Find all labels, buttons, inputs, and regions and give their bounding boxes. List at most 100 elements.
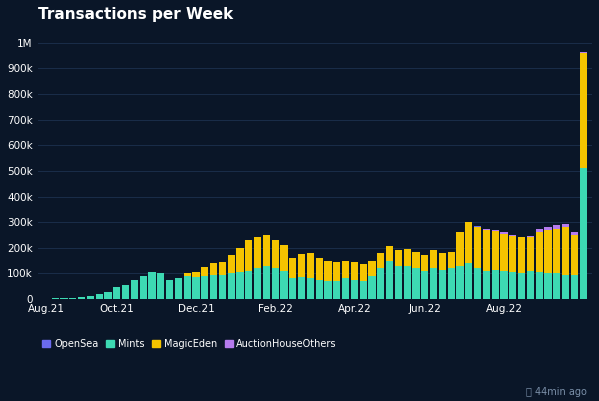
Bar	[263, 265, 270, 299]
Bar	[333, 262, 340, 281]
Bar	[562, 227, 569, 275]
Bar	[245, 271, 252, 299]
Bar	[183, 273, 191, 276]
Bar	[439, 269, 446, 299]
Bar	[157, 273, 164, 299]
Bar	[500, 234, 507, 271]
Bar	[386, 247, 393, 261]
Bar	[342, 261, 349, 278]
Bar	[395, 250, 402, 265]
Bar	[52, 298, 59, 299]
Bar	[333, 281, 340, 299]
Bar	[536, 232, 543, 272]
Bar	[280, 271, 288, 299]
Bar	[395, 265, 402, 299]
Bar	[465, 263, 473, 299]
Bar	[413, 268, 420, 299]
Bar	[87, 296, 94, 299]
Bar	[562, 275, 569, 299]
Bar	[280, 245, 288, 271]
Bar	[237, 248, 244, 272]
Bar	[492, 231, 499, 269]
Bar	[527, 237, 534, 271]
Bar	[377, 253, 385, 268]
Bar	[518, 237, 525, 273]
Bar	[571, 275, 578, 299]
Bar	[483, 229, 490, 230]
Bar	[580, 168, 587, 299]
Bar	[271, 240, 279, 268]
Bar	[500, 232, 507, 234]
Bar	[421, 271, 428, 299]
Bar	[219, 275, 226, 299]
Bar	[368, 261, 376, 276]
Bar	[192, 272, 199, 277]
Bar	[544, 227, 552, 230]
Bar	[289, 258, 297, 278]
Bar	[298, 254, 305, 277]
Bar	[553, 225, 561, 229]
Bar	[447, 251, 455, 268]
Bar	[254, 268, 261, 299]
Bar	[359, 264, 367, 281]
Bar	[474, 227, 481, 268]
Bar	[421, 255, 428, 271]
Bar	[474, 268, 481, 299]
Bar	[492, 230, 499, 231]
Bar	[562, 224, 569, 227]
Bar	[289, 278, 297, 299]
Bar	[69, 298, 76, 299]
Bar	[342, 278, 349, 299]
Bar	[166, 280, 173, 299]
Bar	[237, 272, 244, 299]
Bar	[149, 272, 156, 299]
Bar	[219, 262, 226, 275]
Bar	[553, 273, 561, 299]
Bar	[571, 235, 578, 275]
Bar	[228, 255, 235, 273]
Legend: OpenSea, Mints, MagicEden, AuctionHouseOthers: OpenSea, Mints, MagicEden, AuctionHouseO…	[43, 339, 337, 349]
Bar	[254, 237, 261, 268]
Bar	[298, 277, 305, 299]
Bar	[201, 276, 208, 299]
Bar	[456, 265, 464, 299]
Bar	[78, 297, 85, 299]
Bar	[580, 53, 587, 168]
Bar	[359, 281, 367, 299]
Bar	[183, 276, 191, 299]
Bar	[386, 261, 393, 299]
Bar	[192, 277, 199, 299]
Bar	[228, 273, 235, 299]
Bar	[316, 258, 323, 280]
Text: ⌛ 44min ago: ⌛ 44min ago	[526, 387, 587, 397]
Bar	[456, 232, 464, 265]
Bar	[509, 235, 516, 236]
Bar	[113, 288, 120, 299]
Bar	[518, 273, 525, 299]
Bar	[571, 232, 578, 235]
Bar	[536, 272, 543, 299]
Bar	[201, 267, 208, 276]
Bar	[210, 275, 217, 299]
Bar	[483, 230, 490, 271]
Bar	[413, 251, 420, 268]
Bar	[175, 278, 182, 299]
Bar	[122, 285, 129, 299]
Text: Transactions per Week: Transactions per Week	[38, 7, 233, 22]
Bar	[377, 268, 385, 299]
Bar	[307, 253, 314, 278]
Bar	[316, 280, 323, 299]
Bar	[131, 280, 138, 299]
Bar	[492, 269, 499, 299]
Bar	[500, 271, 507, 299]
Bar	[245, 240, 252, 271]
Bar	[430, 250, 437, 268]
Bar	[325, 261, 332, 281]
Bar	[210, 263, 217, 275]
Bar	[351, 280, 358, 299]
Bar	[509, 272, 516, 299]
Bar	[544, 230, 552, 273]
Bar	[483, 271, 490, 299]
Bar	[536, 229, 543, 232]
Bar	[60, 298, 68, 299]
